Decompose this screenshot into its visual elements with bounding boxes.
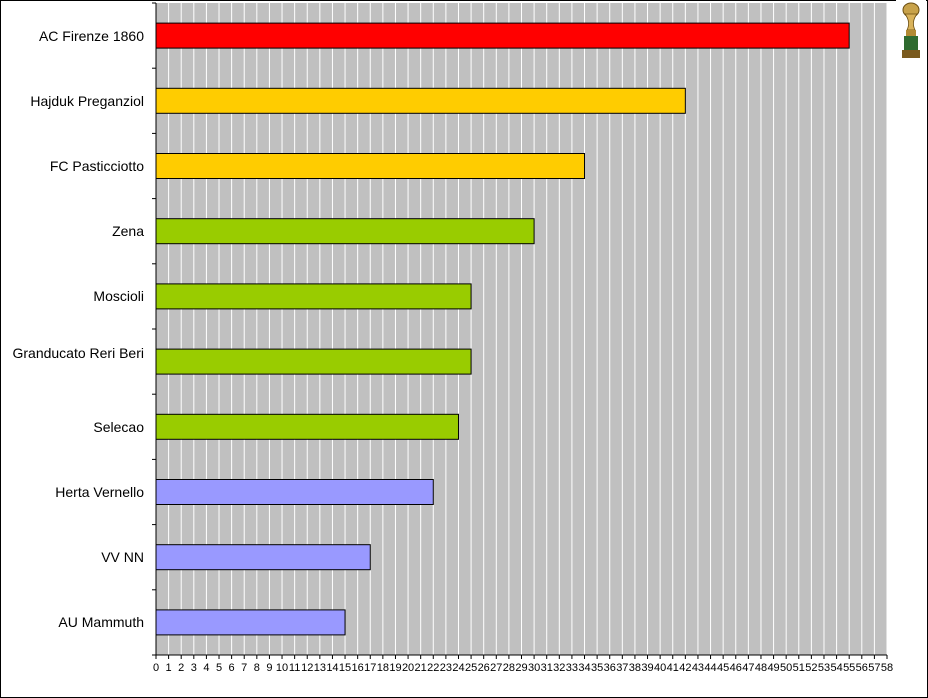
x-tick-label: 30 — [528, 662, 540, 674]
category-label: Selecao — [93, 418, 144, 435]
category-label: AU Mammuth — [58, 614, 144, 631]
x-tick-label: 55 — [843, 662, 855, 674]
bars — [155, 22, 850, 636]
x-tick-label: 16 — [352, 662, 364, 674]
x-tick-label: 50 — [780, 662, 792, 674]
x-tick-label: 31 — [541, 662, 553, 674]
x-tick-label: 37 — [616, 662, 628, 674]
bar — [155, 22, 850, 49]
x-tick-label: 9 — [266, 662, 272, 674]
category-label: AC Firenze 1860 — [38, 27, 144, 44]
x-tick-label: 39 — [641, 662, 653, 674]
bar — [155, 479, 434, 505]
category-label: Herta Vernello — [55, 484, 144, 500]
x-tick-label: 11 — [289, 662, 300, 674]
category-label: Zena — [112, 223, 144, 240]
category-label: VV NN — [101, 549, 144, 566]
category-label: Hajduk Preganziol — [30, 92, 144, 109]
bar — [155, 283, 472, 310]
x-tick-label: 48 — [755, 662, 767, 674]
x-tick-label: 49 — [767, 662, 779, 674]
x-tick-label: 4 — [203, 662, 209, 674]
bar — [155, 609, 346, 636]
bar — [155, 348, 472, 375]
x-tick-label: 14 — [326, 662, 338, 674]
x-tick-label: 53 — [818, 662, 830, 674]
category-label: FC Pasticciotto — [49, 158, 144, 174]
x-tick-label: 57 — [868, 662, 880, 674]
x-tick-label: 33 — [566, 662, 578, 674]
x-tick-label: 38 — [629, 662, 641, 674]
x-tick-labels: 0 1 2 3 4 5 6 7 8 9 10 11 12 13 14 15 16 17 18 19 20 21 22 23 24… — [153, 662, 893, 674]
x-tick-label: 42 — [679, 662, 691, 674]
x-tick-label: 18 — [377, 662, 389, 674]
x-tick-label: 29 — [515, 662, 527, 674]
x-tick-label: 19 — [389, 662, 401, 674]
x-tick-label: 13 — [314, 662, 326, 674]
trophy-icon — [896, 0, 926, 60]
bar — [155, 153, 586, 179]
x-tick-label: 15 — [339, 662, 351, 674]
x-tick-label: 24 — [452, 662, 464, 674]
x-tick-label: 58 — [881, 662, 893, 674]
x-tick-label: 40 — [654, 662, 666, 674]
x-tick-label: 27 — [490, 662, 502, 674]
x-tick-label: 10 — [276, 662, 288, 674]
category-label: Moscioli — [93, 288, 144, 305]
x-tick-label: 43 — [692, 662, 704, 674]
x-tick-label: 0 — [153, 662, 159, 674]
x-tick-label: 23 — [440, 662, 452, 674]
x-tick-label: 45 — [717, 662, 729, 674]
bar — [155, 218, 535, 245]
category-label: Granducato Reri Beri — [12, 344, 144, 361]
x-tick-label: 1 — [166, 662, 172, 674]
x-tick-label: 35 — [591, 662, 603, 674]
x-tick-label: 7 — [241, 662, 247, 674]
x-tick-label: 41 — [667, 662, 679, 674]
x-tick-label: 8 — [254, 662, 260, 674]
axes — [152, 2, 888, 659]
x-tick-label: 44 — [704, 662, 716, 674]
bar — [155, 87, 686, 114]
x-tick-label: 52 — [805, 662, 817, 674]
x-tick-label: 6 — [229, 662, 235, 674]
x-tick-label: 20 — [402, 662, 414, 674]
x-tick-label: 36 — [604, 662, 616, 674]
x-tick-label: 47 — [742, 662, 754, 674]
x-tick-label: 12 — [301, 662, 313, 674]
x-tick-label: 3 — [191, 662, 197, 674]
x-tick-label: 51 — [793, 662, 805, 674]
x-tick-label: 22 — [427, 662, 439, 674]
x-tick-label: 17 — [364, 662, 376, 674]
x-tick-label: 34 — [578, 662, 590, 674]
x-tick-label: 25 — [465, 662, 477, 674]
x-tick-label: 26 — [478, 662, 490, 674]
bar — [155, 413, 459, 440]
x-tick-label: 21 — [415, 662, 427, 674]
x-tick-label: 28 — [503, 662, 515, 674]
x-tick-label: 2 — [178, 662, 184, 674]
x-tick-label: 56 — [856, 662, 868, 674]
x-tick-label: 54 — [830, 662, 842, 674]
x-tick-label: 46 — [730, 662, 742, 674]
x-tick-label: 32 — [553, 662, 565, 674]
x-tick-label: 5 — [216, 662, 222, 674]
bar — [155, 544, 371, 571]
